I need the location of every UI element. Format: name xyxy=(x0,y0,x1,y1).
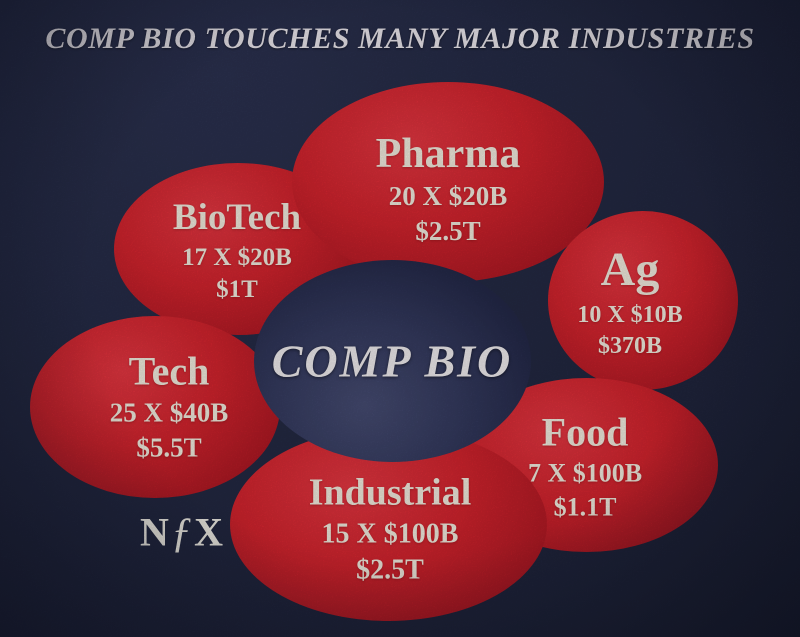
nfx-logo-f: ƒ xyxy=(170,509,194,557)
bubble-tech-math: 25 X $40B xyxy=(109,397,229,428)
nfx-logo-x: X xyxy=(194,509,224,555)
bubble-food-math: 7 X $100B xyxy=(527,458,643,488)
bubble-biotech-math: 17 X $20B xyxy=(182,243,292,271)
bubble-food-total: $1.1T xyxy=(553,492,617,521)
bubble-industrial-text: Industrial 15 X $100B $2.5T xyxy=(309,472,472,585)
bubble-ag-total: $370B xyxy=(597,333,662,360)
bubble-industrial-total: $2.5T xyxy=(356,553,424,585)
bubble-tech-label: Tech xyxy=(128,348,210,394)
bubble-biotech-text: BioTech 17 X $20B $1T xyxy=(172,197,302,304)
bubble-pharma-total: $2.5T xyxy=(415,216,481,247)
bubble-ag-text: Ag 10 X $10B $370B xyxy=(577,243,683,360)
bubble-pharma-label: Pharma xyxy=(375,131,521,178)
bubble-pharma-text: Pharma 20 X $20B $2.5T xyxy=(376,131,521,247)
bubble-ag-label: Ag xyxy=(600,243,660,297)
nfx-logo-n: N xyxy=(140,509,170,555)
comp-bio-label: COMP BIO xyxy=(271,335,513,387)
bubble-industrial-math: 15 X $100B xyxy=(321,518,459,550)
nfx-logo: NƒX xyxy=(140,508,224,557)
bubble-tech-total: $5.5T xyxy=(136,432,202,462)
bubble-food-text: Food 7 X $100B $1.1T xyxy=(528,410,642,521)
bubble-tech-text: Tech 25 X $40B $5.5T xyxy=(110,349,229,462)
bubble-pharma-math: 20 X $20B xyxy=(388,181,508,212)
bubble-food-label: Food xyxy=(541,409,629,455)
bubble-ag-math: 10 X $10B xyxy=(577,302,683,329)
page-title: COMP BIO TOUCHES MANY MAJOR INDUSTRIES xyxy=(45,22,755,55)
bubble-biotech-label: BioTech xyxy=(172,197,302,239)
bubble-industrial-label: Industrial xyxy=(308,471,472,514)
bubble-biotech-total: $1T xyxy=(216,276,258,304)
